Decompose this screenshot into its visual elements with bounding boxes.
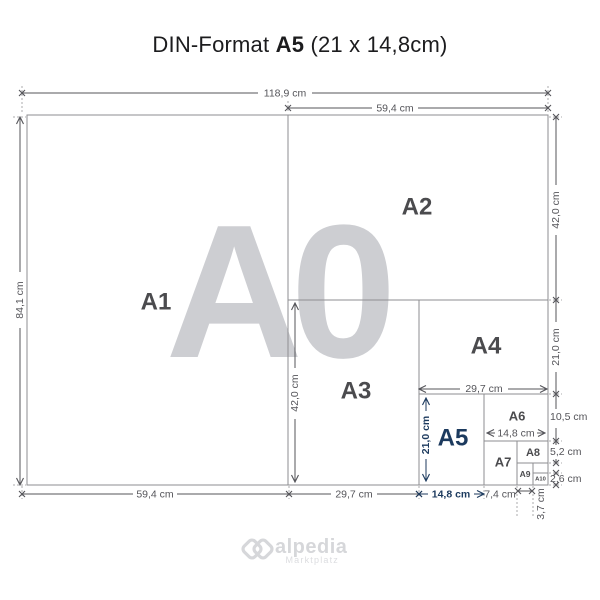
title-format: A5 bbox=[275, 32, 305, 57]
logo-tagline: Marktplatz bbox=[285, 555, 339, 565]
svg-text:14,8 cm: 14,8 cm bbox=[432, 489, 471, 501]
label-a8: A8 bbox=[526, 447, 540, 459]
title-suffix: (21 x 14,8cm) bbox=[304, 32, 448, 57]
svg-text:84,1 cm: 84,1 cm bbox=[14, 281, 26, 319]
svg-text:14,8 cm: 14,8 cm bbox=[497, 428, 535, 440]
label-a4: A4 bbox=[471, 333, 502, 360]
label-a0-watermark: A0 bbox=[166, 186, 389, 398]
dim-a5-height: 21,0 cm bbox=[420, 398, 432, 481]
label-a9: A9 bbox=[520, 469, 531, 479]
svg-text:10,5 cm: 10,5 cm bbox=[550, 411, 588, 423]
dim-a5-width: 14,8 cm bbox=[415, 489, 484, 501]
svg-text:29,7 cm: 29,7 cm bbox=[335, 489, 373, 501]
logo-name: alpedia bbox=[275, 536, 348, 558]
label-a2: A2 bbox=[402, 194, 433, 221]
dim-a2-width: 59,4 cm bbox=[284, 103, 552, 115]
svg-text:59,4 cm: 59,4 cm bbox=[376, 103, 414, 115]
logo: alpedia Marktplatz bbox=[241, 536, 347, 565]
label-a7: A7 bbox=[495, 455, 512, 470]
label-a1: A1 bbox=[141, 289, 172, 316]
svg-text:42,0 cm: 42,0 cm bbox=[550, 191, 562, 229]
svg-text:21,0 cm: 21,0 cm bbox=[550, 328, 562, 366]
dim-a7-width: 7,4 cm bbox=[484, 489, 516, 501]
dim-total-height: 84,1 cm bbox=[14, 117, 26, 485]
dim-a1-width: 59,4 cm bbox=[18, 489, 293, 501]
svg-text:29,7 cm: 29,7 cm bbox=[465, 383, 503, 395]
dim-a3-width: 29,7 cm bbox=[289, 489, 423, 501]
dim-a2-height: 42,0 cm bbox=[550, 113, 562, 304]
dim-a6-height: 10,5 cm bbox=[550, 394, 588, 445]
dim-total-width: 118,9 cm bbox=[18, 88, 552, 100]
label-a3: A3 bbox=[341, 378, 372, 405]
svg-text:42,0 cm: 42,0 cm bbox=[289, 374, 301, 412]
title-prefix: DIN-Format bbox=[152, 32, 270, 57]
dim-a10-height: 2,6 cm bbox=[550, 469, 582, 489]
dim-a6-width: 14,8 cm bbox=[487, 428, 545, 440]
svg-text:59,4 cm: 59,4 cm bbox=[136, 489, 174, 501]
dim-a3-height: 42,0 cm bbox=[289, 303, 301, 482]
page-title: DIN-Format A5 (21 x 14,8cm) bbox=[0, 32, 600, 58]
svg-text:21,0 cm: 21,0 cm bbox=[420, 416, 432, 455]
svg-text:3,7 cm: 3,7 cm bbox=[535, 488, 547, 520]
dim-a4-width: 29,7 cm bbox=[419, 383, 547, 395]
label-a5: A5 bbox=[438, 425, 469, 452]
paper-a5-highlight bbox=[418, 393, 485, 486]
dim-a4-height: 21,0 cm bbox=[550, 300, 562, 398]
dim-a8-height: 5,2 cm bbox=[550, 441, 582, 467]
svg-text:5,2 cm: 5,2 cm bbox=[550, 446, 582, 458]
alpedia-logo-icon bbox=[241, 538, 274, 560]
svg-text:2,6 cm: 2,6 cm bbox=[550, 473, 582, 485]
label-a10: A10 bbox=[535, 477, 546, 483]
label-a6: A6 bbox=[509, 409, 526, 424]
dim-a9-width: 3,7 cm bbox=[514, 487, 547, 520]
svg-text:118,9 cm: 118,9 cm bbox=[264, 88, 307, 100]
